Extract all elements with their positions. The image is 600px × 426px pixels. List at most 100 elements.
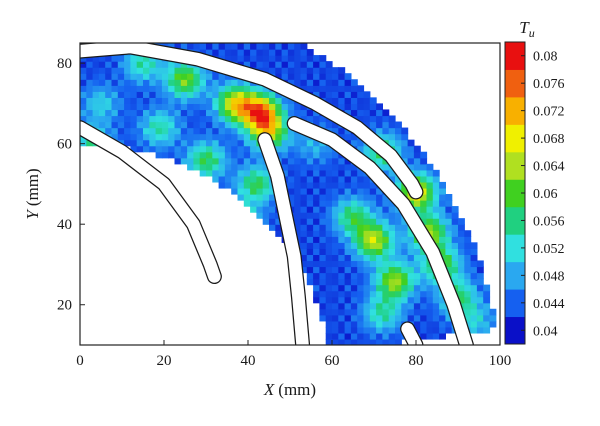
contour-cell [212,121,220,129]
contour-cell [350,103,358,111]
contour-cell [344,175,352,183]
contour-cell [382,254,390,262]
x-axis-variable: X [263,380,275,399]
contour-cell [363,175,371,183]
contour-cell [224,49,232,56]
contour-cell [124,79,131,86]
contour-cell [325,272,333,280]
contour-cell [80,79,87,86]
colorbar-tick-label: 0.048 [533,269,565,284]
y-tick-label: 20 [57,298,72,314]
contour-cell [451,218,459,225]
contour-cell [439,218,446,225]
contour-cell [105,115,113,123]
contour-cell [313,248,320,255]
contour-cell [287,157,295,165]
contour-cell [174,151,182,159]
contour-cell [376,115,383,123]
contour-cell [357,115,365,123]
contour-cell [338,79,346,86]
contour-cell [300,115,308,123]
contour-cell [369,121,377,129]
contour-cell [344,290,352,298]
contour-cell [313,145,320,153]
contour-cell [313,67,320,74]
contour-cell [332,224,339,231]
contour-cell [306,55,314,62]
contour-cell [395,242,402,249]
contour-cell [445,236,453,243]
contour-cell [143,97,150,104]
contour-cell [174,121,182,129]
contour-cell [344,242,352,249]
contour-cell [155,85,163,92]
contour-cell [287,151,295,159]
contour-cell [149,97,157,104]
contour-cell [250,157,257,165]
contour-cell [161,139,169,147]
contour-cell [369,212,377,219]
contour-cell [401,266,409,274]
contour-cell [231,133,239,141]
contour-cell [206,79,213,86]
contour-cell [470,260,478,268]
contour-cell [458,260,465,268]
contour-cell [413,284,421,292]
contour-cell [476,266,484,274]
contour-cell [231,163,239,171]
contour-cell [382,230,390,237]
contour-cell [388,308,396,316]
contour-cell [149,109,157,117]
contour-cell [180,61,188,68]
contour-cell [231,145,239,153]
contour-cell [92,61,100,68]
y-tick-label: 60 [57,137,72,153]
contour-cell [382,278,390,286]
contour-cell [376,163,383,171]
contour-cell [262,91,270,98]
contour-cell [369,224,377,231]
contour-cell [124,127,131,135]
contour-cell [470,272,478,280]
contour-cell [432,206,440,213]
contour-cell [262,187,270,195]
contour-cell [168,103,176,111]
contour-cell [130,145,138,153]
contour-cell [395,175,402,183]
contour-cell [388,338,396,345]
contour-cell [458,278,465,286]
contour-cell [98,73,106,80]
contour-cell [187,139,194,147]
contour-cell [369,194,377,201]
contour-cell [155,61,163,68]
contour-cell [237,175,245,183]
contour-cell [187,157,194,165]
contour-cell [206,109,213,117]
contour-cell [376,200,383,207]
contour-cell [199,145,207,153]
contour-cell [357,260,365,268]
contour-cell [300,61,308,68]
contour-cell [218,43,226,50]
contour-cell [136,121,144,129]
contour-cell [237,151,245,159]
contour-cell [117,73,125,80]
contour-cell [281,121,289,129]
contour-cell [287,139,295,147]
contour-cell [369,332,377,340]
contour-cell [451,212,459,219]
contour-cell [464,296,472,304]
contour-cell [80,85,87,92]
contour-cell [269,200,276,207]
contour-cell [395,260,402,268]
contour-cell [420,181,428,189]
contour-cell [306,169,314,177]
contour-cell [262,212,270,219]
contour-cell [344,91,352,98]
contour-cell [363,320,371,328]
contour-cell [237,127,245,135]
contour-cell [269,55,276,62]
contour-cell [464,230,472,237]
contour-cell [174,157,182,165]
contour-cell [458,284,465,292]
